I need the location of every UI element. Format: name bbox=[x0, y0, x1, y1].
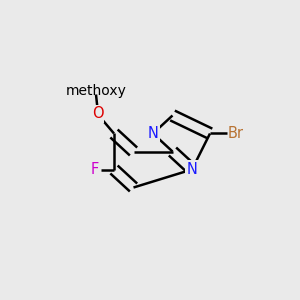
Text: N: N bbox=[148, 126, 158, 141]
Text: Br: Br bbox=[228, 126, 244, 141]
Text: N: N bbox=[187, 162, 197, 177]
Text: F: F bbox=[91, 162, 99, 177]
Text: methoxy: methoxy bbox=[66, 85, 126, 98]
Text: O: O bbox=[92, 106, 103, 122]
